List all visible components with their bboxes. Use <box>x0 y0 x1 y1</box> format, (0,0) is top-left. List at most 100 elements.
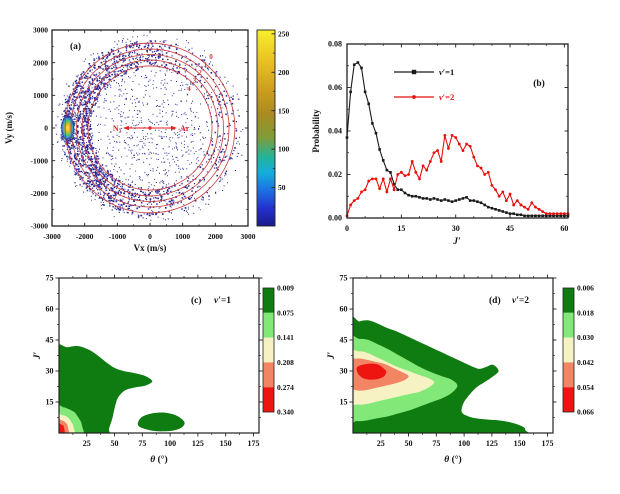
b-ytick: 0.00 <box>328 214 342 223</box>
arrowhead-right-icon <box>171 125 177 131</box>
a-cbar-tick: 200 <box>278 68 290 77</box>
c-xtick: 25 <box>83 439 91 448</box>
a-cbar-tick: 50 <box>278 183 286 192</box>
c-xtick: 75 <box>138 439 146 448</box>
c-ytick: 15 <box>46 398 54 407</box>
c-xtick: 125 <box>192 439 204 448</box>
b-xtick: 60 <box>560 224 568 233</box>
c-level-label: 0.075 <box>277 308 294 317</box>
panel-d: 25 50 75 100 125 150 17515304560750.0060.0180.… <box>327 274 594 465</box>
a-cbar-tick: 250 <box>278 29 290 38</box>
panel-a-colorbar: 50 100 150 200 250 <box>256 29 290 227</box>
d-xlabel: θ (°) <box>444 454 461 465</box>
a-cbar-tick: 150 <box>278 106 290 115</box>
a-xtick: 3000 <box>241 232 256 241</box>
arrowhead-left-icon <box>123 125 129 131</box>
c-level-label: 0.208 <box>277 358 294 367</box>
a-ytick: -1000 <box>31 156 49 165</box>
beam-hotspot <box>60 115 75 141</box>
contour-regions <box>59 344 185 433</box>
a-ytick: 3000 <box>33 26 48 35</box>
c-level-label: 0.274 <box>277 383 294 392</box>
contour-level-4 <box>356 363 387 380</box>
b-ylabel: Probability <box>311 109 321 153</box>
c-ytick: 75 <box>46 274 54 283</box>
d-xtick: 125 <box>486 439 498 448</box>
a-xtick: -3000 <box>43 232 61 241</box>
c-level-label: 0.340 <box>277 408 294 417</box>
a-xtick: 2000 <box>208 232 223 241</box>
a-ytick: -2000 <box>31 189 49 198</box>
d-ytick: 45 <box>340 336 348 345</box>
b-ytick: 0.06 <box>328 83 342 92</box>
a-xlabel: Vx (m/s) <box>134 243 167 253</box>
d-xtick: 100 <box>458 439 470 448</box>
panel-d-colorbar: 0.006 0.018 0.030 0.042 0.054 0.066 <box>562 284 594 417</box>
d-ylabel: J′ <box>327 351 337 360</box>
d-level-label: 0.030 <box>577 333 594 342</box>
a-xtick: 0 <box>148 232 152 241</box>
contour-level-0 <box>137 412 185 432</box>
b-xtick: 45 <box>506 224 514 233</box>
a-ylabel: Vy (m/s) <box>4 112 14 144</box>
c-ylabel: J′ <box>33 351 43 360</box>
a-ytick: -3000 <box>31 222 49 231</box>
label-ar: Ar <box>180 124 190 133</box>
d-level-label: 0.054 <box>577 383 594 392</box>
b-xtick: 15 <box>397 224 405 233</box>
c-xtick: 100 <box>164 439 176 448</box>
contour-level-0 <box>59 344 153 433</box>
panel-d-label: (d) <box>489 295 501 306</box>
d-ytick: 75 <box>340 274 348 283</box>
legend: v′=1 v′=2 <box>394 67 454 102</box>
b-ytick: 0.02 <box>328 170 342 179</box>
a-xtick: -2000 <box>76 232 94 241</box>
c-xlabel: θ (°) <box>150 454 167 465</box>
d-level-label: 0.042 <box>577 358 594 367</box>
d-xtick: 175 <box>541 439 553 448</box>
d-ytick: 60 <box>340 305 348 314</box>
d-xtick: 25 <box>377 439 385 448</box>
panel-c-tag: v′=1 <box>214 296 231 306</box>
contour-level-4 <box>59 423 66 433</box>
a-ytick: 0 <box>44 124 48 133</box>
a-ytick: 2000 <box>33 58 48 67</box>
ring-label-3: 3 <box>193 77 197 85</box>
label-n2: N₂ <box>113 124 122 133</box>
d-ytick: 30 <box>340 367 348 376</box>
d-ytick: 15 <box>340 398 348 407</box>
ring-label-1: 1 <box>204 61 208 69</box>
panel-c-label: (c) <box>191 295 202 306</box>
b-xtick: 0 <box>345 224 349 233</box>
b-ytick: 0.08 <box>328 40 342 49</box>
panel-c: 25 50 75 100 125 150 17515304560750.0090.0750.… <box>33 274 294 465</box>
c-ytick: 30 <box>46 367 54 376</box>
b-xlabel: J′ <box>452 237 461 247</box>
c-xtick: 175 <box>247 439 259 448</box>
a-xtick: -1000 <box>109 232 127 241</box>
a-ytick: 1000 <box>33 91 48 100</box>
d-xtick: 150 <box>514 439 526 448</box>
d-xtick: 75 <box>432 439 440 448</box>
a-xtick: 1000 <box>175 232 190 241</box>
c-ytick: 60 <box>46 305 54 314</box>
panel-b-axes <box>346 43 569 219</box>
b-xtick: 30 <box>452 224 460 233</box>
panel-a-label: (a) <box>70 41 81 52</box>
panel-c-colorbar: 0.009 0.075 0.141 0.208 0.274 0.340 <box>262 284 294 417</box>
ring-label-2: 2 <box>198 69 202 77</box>
panel-b: 0 15 30 45 60 0.00 0.02 0.04 0.06 0.08 v′=1 v′=2 (b)… <box>311 40 570 247</box>
series-2 <box>345 133 570 218</box>
c-ytick: 45 <box>46 336 54 345</box>
ring-label-0: 0 <box>209 53 213 61</box>
d-level-label: 0.018 <box>577 308 594 317</box>
legend-circle-marker-icon <box>412 95 416 99</box>
b-ytick: 0.04 <box>328 127 342 136</box>
c-level-label: 0.009 <box>277 284 294 293</box>
d-level-label: 0.006 <box>577 284 594 293</box>
panel-d-tag: v′=2 <box>512 296 529 306</box>
legend-entry-1: v′=1 <box>439 67 454 77</box>
